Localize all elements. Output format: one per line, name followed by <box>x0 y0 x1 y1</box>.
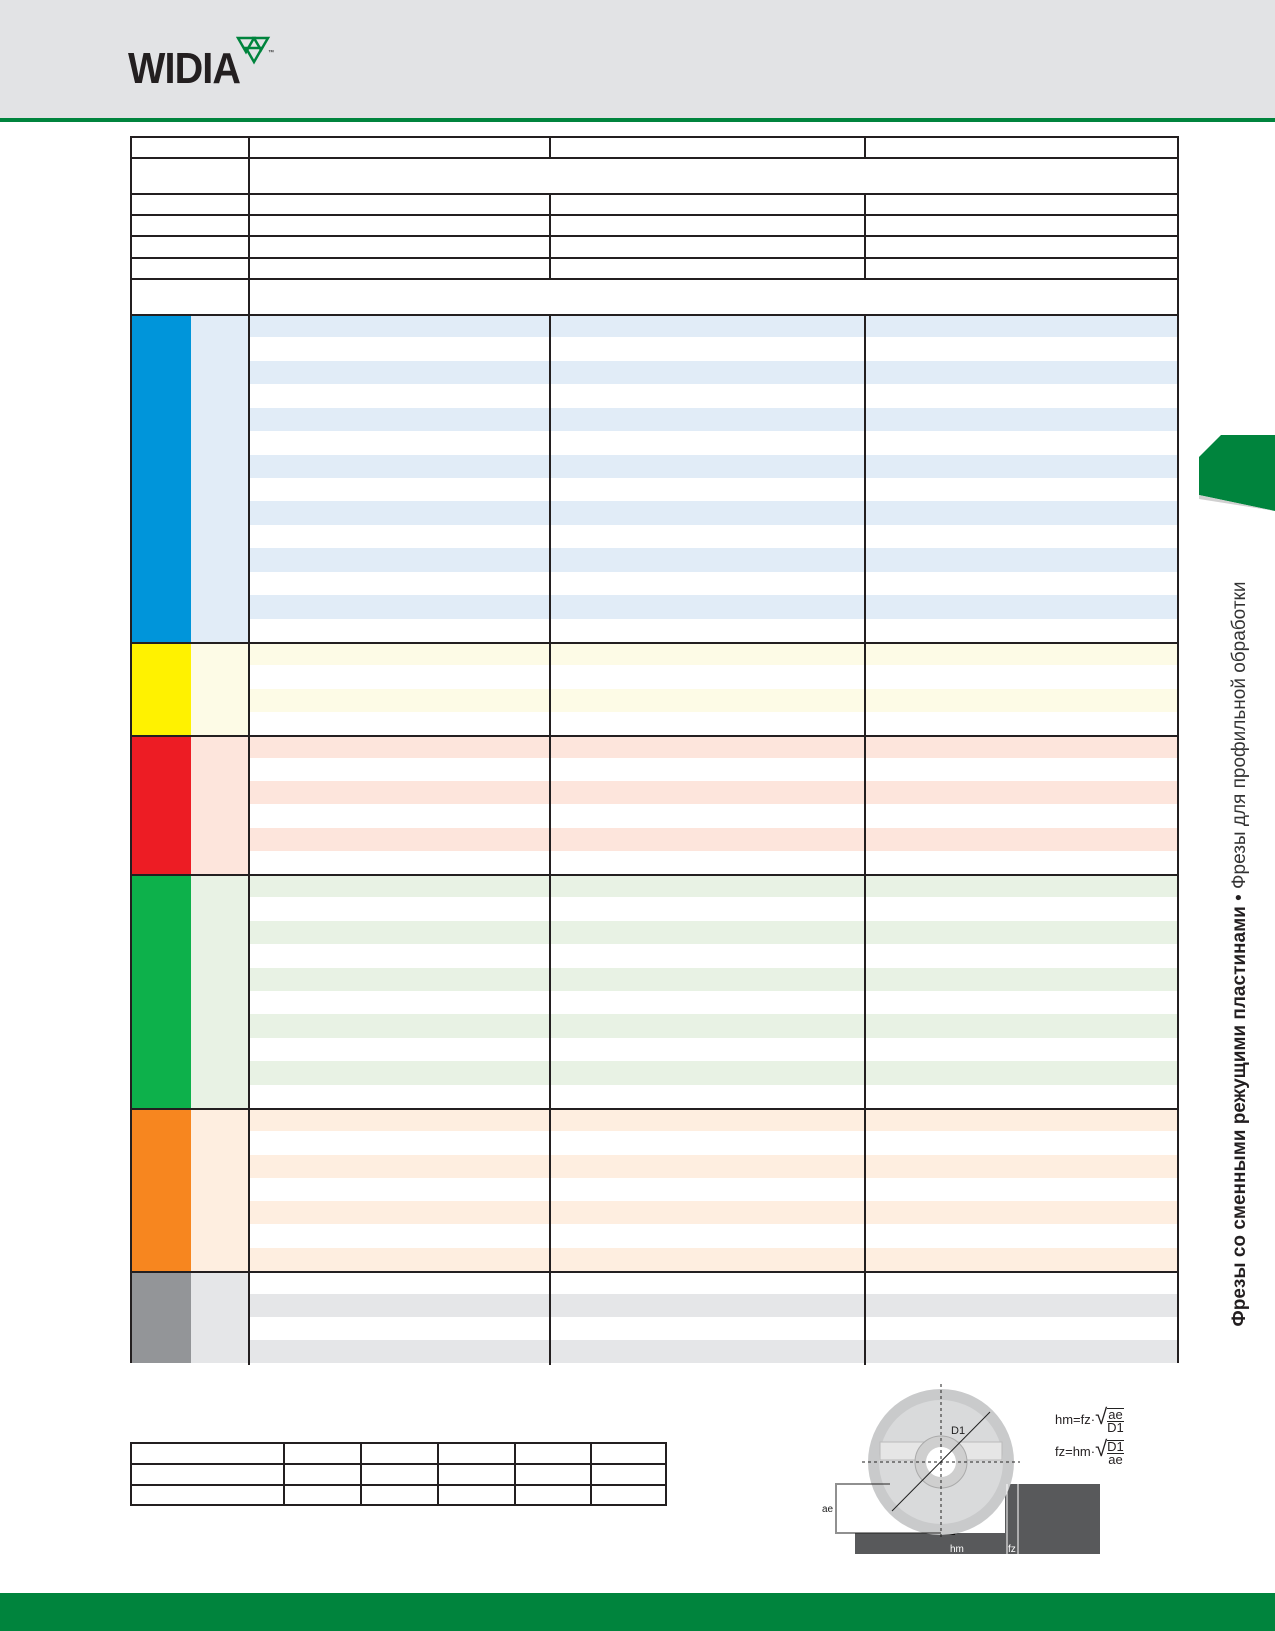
column-divider <box>864 316 866 1365</box>
formula-fz: fz=hm·√ D1 ae <box>1055 1436 1124 1467</box>
table-row <box>250 595 1177 619</box>
table-row <box>250 827 1177 851</box>
table-row <box>250 1061 1177 1085</box>
table-row <box>250 920 1177 945</box>
column-divider <box>360 1444 362 1504</box>
page-footer <box>0 1593 1275 1631</box>
column-divider <box>248 138 250 159</box>
column-divider <box>248 316 250 1365</box>
row-divider <box>132 1484 665 1486</box>
material-tint-cell <box>191 874 248 1108</box>
row-divider <box>132 193 1177 195</box>
table-row <box>250 1340 1177 1363</box>
row-divider <box>132 257 1177 259</box>
material-group-section <box>132 1271 1177 1363</box>
formula-fz-num: D1 <box>1107 1438 1124 1454</box>
group-divider <box>132 1271 1177 1273</box>
column-divider <box>590 1444 592 1504</box>
column-divider <box>864 195 866 280</box>
group-divider <box>132 642 1177 644</box>
formula-hm-den: D1 <box>1107 1419 1124 1435</box>
column-divider <box>437 1444 439 1504</box>
column-divider <box>248 280 250 316</box>
table-row <box>250 1247 1177 1271</box>
column-divider <box>549 195 551 280</box>
row-divider <box>132 157 1177 159</box>
material-group-section <box>132 314 1177 642</box>
group-divider <box>132 1108 1177 1110</box>
table-row <box>250 1201 1177 1225</box>
label-hm: hm <box>950 1544 964 1555</box>
trademark: ™ <box>268 50 274 56</box>
label-d1: D1 <box>951 1425 965 1437</box>
group-divider <box>132 874 1177 876</box>
formula-fz-lhs: fz=hm· <box>1055 1444 1096 1459</box>
material-tint-cell <box>191 1271 248 1363</box>
table-row <box>250 548 1177 572</box>
group-divider <box>132 735 1177 737</box>
table-row <box>250 407 1177 432</box>
column-divider <box>248 159 250 195</box>
column-divider <box>248 195 250 280</box>
formula-fz-den: ae <box>1108 1451 1123 1467</box>
side-title-light: Фрезы для профильной обработки <box>1229 581 1250 889</box>
side-title: Фрезы со сменными режущими пластинами • … <box>1229 582 1251 1327</box>
material-color-cell <box>132 1108 191 1271</box>
label-ae: ae <box>822 1504 834 1515</box>
column-divider <box>864 138 866 159</box>
table-row <box>250 781 1177 805</box>
material-group-section <box>132 735 1177 874</box>
table-row <box>250 454 1177 478</box>
small-table <box>130 1442 667 1506</box>
row-divider <box>132 1463 665 1465</box>
table-row <box>250 1108 1177 1132</box>
formula-hm: hm=fz·√ ae D1 <box>1055 1404 1124 1435</box>
formula-hm-lhs: hm=fz· <box>1055 1412 1096 1427</box>
formula-hm-num: ae <box>1107 1406 1124 1422</box>
column-divider <box>549 138 551 159</box>
material-color-cell <box>132 642 191 735</box>
column-divider <box>549 316 551 1365</box>
label-fz: fz <box>1008 1544 1016 1555</box>
table-row <box>250 501 1177 525</box>
table-row <box>250 688 1177 712</box>
side-title-bold: Фрезы со сменными режущими пластинами <box>1229 906 1250 1327</box>
material-group-section <box>132 642 1177 735</box>
material-tint-cell <box>191 314 248 642</box>
row-divider <box>132 278 1177 280</box>
material-color-cell <box>132 735 191 874</box>
widia-logo-text: WIDIA <box>128 44 241 93</box>
material-tint-cell <box>191 735 248 874</box>
section-tab-icon <box>1199 435 1275 511</box>
group-divider <box>132 314 1177 316</box>
row-divider <box>132 214 1177 216</box>
milling-engagement-diagram: D1 ae hm fz <box>822 1384 1100 1555</box>
table-row <box>250 642 1177 666</box>
material-color-cell <box>132 314 191 642</box>
column-divider <box>514 1444 516 1504</box>
table-row <box>250 314 1177 338</box>
table-row <box>250 1014 1177 1038</box>
table-row <box>250 1154 1177 1178</box>
material-group-section <box>132 874 1177 1108</box>
cutting-data-table <box>130 136 1179 1365</box>
column-divider <box>283 1444 285 1504</box>
page-header <box>0 0 1275 118</box>
table-row <box>250 874 1177 898</box>
table-row <box>250 360 1177 385</box>
table-row <box>250 967 1177 991</box>
table-row <box>250 1294 1177 1317</box>
side-title-bullet: • <box>1229 894 1250 901</box>
material-group-section <box>132 1108 1177 1271</box>
table-row <box>250 735 1177 759</box>
widia-logo-icon <box>236 36 271 65</box>
material-color-cell <box>132 874 191 1108</box>
material-tint-cell <box>191 642 248 735</box>
material-tint-cell <box>191 1108 248 1271</box>
row-divider <box>132 235 1177 237</box>
header-divider <box>0 118 1275 122</box>
material-color-cell <box>132 1271 191 1363</box>
